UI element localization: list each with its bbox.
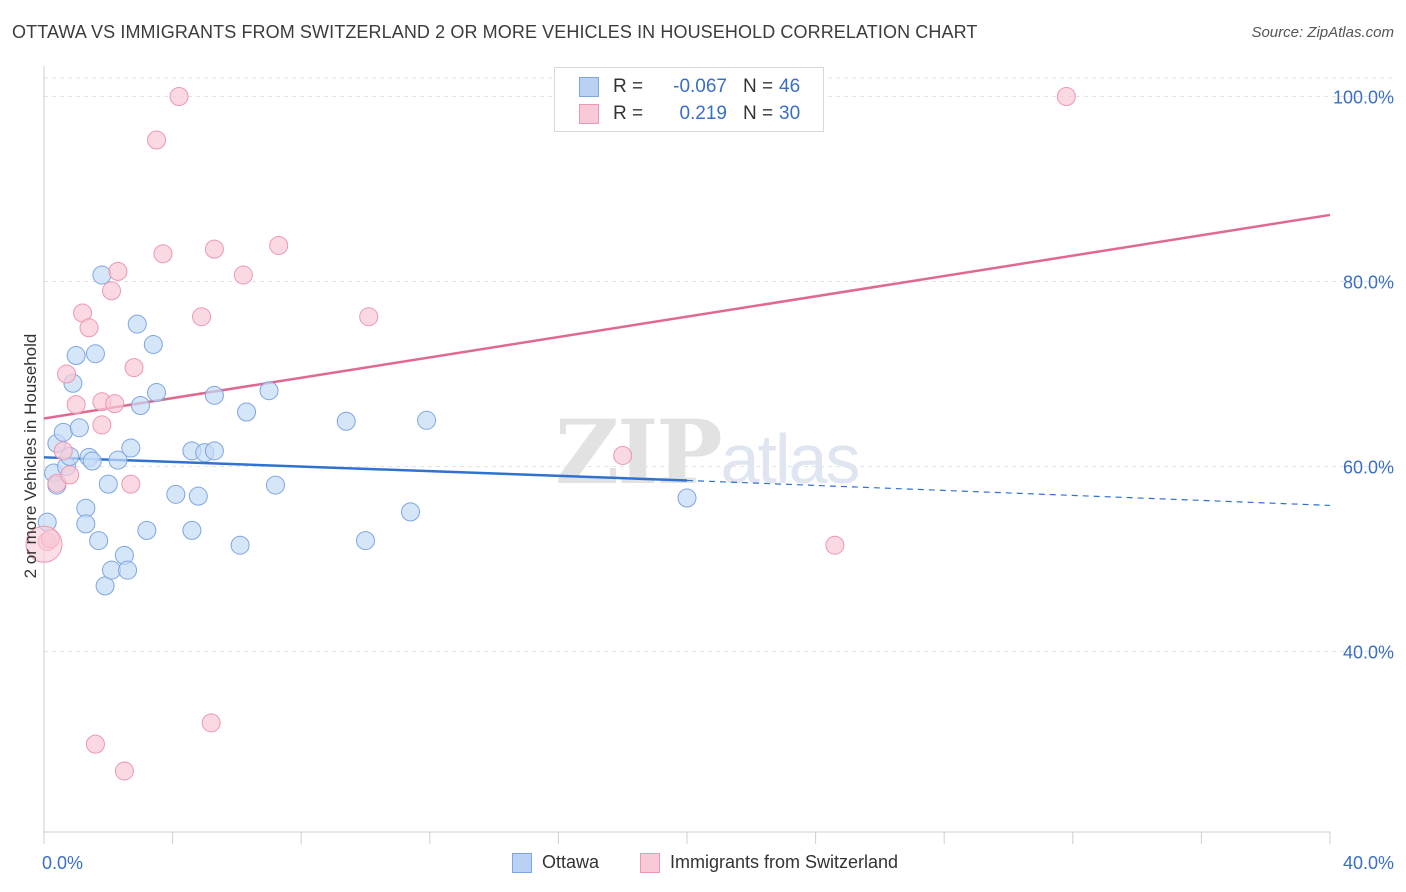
point-ottawa [237, 402, 257, 422]
point-ottawa [85, 344, 105, 364]
point-ottawa [204, 441, 224, 461]
point-ottawa [66, 346, 86, 366]
trend-line-ottawa [43, 456, 688, 482]
source-credit: Source: ZipAtlas.com [1251, 24, 1394, 41]
point-switzerland [121, 474, 141, 494]
point-ottawa [166, 484, 186, 504]
point-switzerland [102, 281, 122, 301]
point-switzerland [108, 261, 128, 281]
legend-swatch-ottawa [512, 852, 532, 873]
x-tick-label: 40.0% [1343, 853, 1394, 873]
point-ottawa [121, 438, 141, 458]
trend-lines [43, 213, 1331, 507]
point-ottawa [147, 383, 167, 403]
legend-r-value: -0.067 [673, 76, 727, 97]
data-points [25, 87, 1076, 781]
point-ottawa [356, 531, 375, 551]
point-ottawa [143, 334, 163, 354]
trend-line-ottawa-extension [686, 479, 1331, 507]
point-ottawa [265, 475, 285, 495]
point-switzerland [201, 713, 221, 733]
point-switzerland [66, 395, 86, 415]
chart-title: OTTAWA VS IMMIGRANTS FROM SWITZERLAND 2 … [12, 22, 978, 42]
point-switzerland [105, 394, 125, 414]
legend-row-switzerland: R = 0.219 N = 30 [579, 102, 800, 126]
point-ottawa [108, 450, 128, 470]
point-switzerland [204, 239, 224, 259]
y-tick-label: 40.0% [1343, 643, 1394, 663]
point-switzerland [359, 307, 379, 327]
point-switzerland [92, 415, 112, 435]
watermark-zip: ZIP [555, 400, 723, 504]
trend-line-switzerland [43, 213, 1331, 420]
point-switzerland [124, 358, 144, 378]
point-switzerland [85, 734, 105, 754]
legend-swatch-switzerland [640, 852, 660, 873]
tick-labels: 100.0% 80.0% 60.0% 40.0% 0.0% 40.0% [42, 88, 1394, 873]
legend-r-label: R = [613, 76, 644, 97]
point-ottawa [230, 535, 250, 555]
point-ottawa [336, 411, 356, 431]
point-ottawa [69, 418, 89, 438]
point-switzerland [613, 445, 633, 465]
point-switzerland [825, 535, 845, 555]
legend-swatch-ottawa [579, 77, 599, 97]
point-switzerland [57, 364, 77, 384]
point-switzerland [169, 87, 189, 107]
axes [43, 66, 1331, 844]
legend-item-ottawa[interactable]: Ottawa [512, 852, 599, 873]
legend-r-label: R = [613, 103, 644, 124]
y-axis-title-text: 2 or more Vehicles in Household [21, 333, 40, 579]
point-switzerland [79, 318, 99, 338]
point-ottawa [182, 520, 202, 540]
y-axis-title: 2 or more Vehicles in Household [16, 0, 46, 892]
point-ottawa [98, 474, 118, 494]
point-switzerland [147, 130, 167, 150]
point-ottawa [92, 265, 112, 285]
legend-n-value: 30 [779, 103, 801, 124]
legend-n-label: N = [743, 103, 774, 124]
point-switzerland [53, 441, 73, 461]
point-ottawa [188, 486, 208, 506]
point-switzerland [192, 307, 212, 327]
point-ottawa [118, 560, 138, 580]
point-ottawa [677, 488, 697, 508]
grid-lines [44, 77, 1394, 653]
legend-r-value: 0.219 [679, 103, 727, 124]
legend-n-value: 46 [779, 76, 801, 97]
legend-item-switzerland[interactable]: Immigrants from Switzerland [640, 852, 898, 873]
point-ottawa [82, 451, 102, 471]
correlation-legend: R = -0.067 N = 46 R = 0.219 N = 30 [554, 67, 824, 132]
legend-swatch-switzerland [579, 104, 599, 124]
x-tick-label: 0.0% [42, 853, 83, 873]
point-ottawa [259, 381, 279, 401]
point-switzerland [114, 761, 134, 781]
point-ottawa [76, 514, 96, 534]
point-ottawa [130, 396, 150, 416]
point-ottawa [417, 410, 437, 430]
point-ottawa [102, 560, 122, 580]
point-switzerland [269, 235, 289, 255]
point-ottawa [137, 520, 157, 540]
point-ottawa [53, 422, 73, 442]
legend-row-ottawa: R = -0.067 N = 46 [579, 75, 800, 99]
y-tick-label: 100.0% [1333, 88, 1394, 108]
point-ottawa [204, 385, 224, 405]
y-tick-label: 60.0% [1343, 458, 1394, 478]
point-switzerland [25, 525, 63, 563]
legend-label-switzerland: Immigrants from Switzerland [670, 852, 899, 872]
point-ottawa [401, 502, 421, 522]
point-switzerland [233, 265, 253, 285]
series-legend: Ottawa Immigrants from Switzerland [0, 852, 1406, 876]
y-tick-label: 80.0% [1343, 273, 1394, 293]
zipatlas-watermark: ZIPatlas [555, 400, 860, 504]
point-switzerland [1056, 87, 1076, 107]
legend-n-label: N = [743, 76, 774, 97]
point-switzerland [153, 244, 173, 264]
legend-label-ottawa: Ottawa [542, 852, 600, 872]
point-switzerland [60, 465, 80, 485]
point-ottawa [127, 314, 147, 334]
point-ottawa [89, 531, 109, 551]
